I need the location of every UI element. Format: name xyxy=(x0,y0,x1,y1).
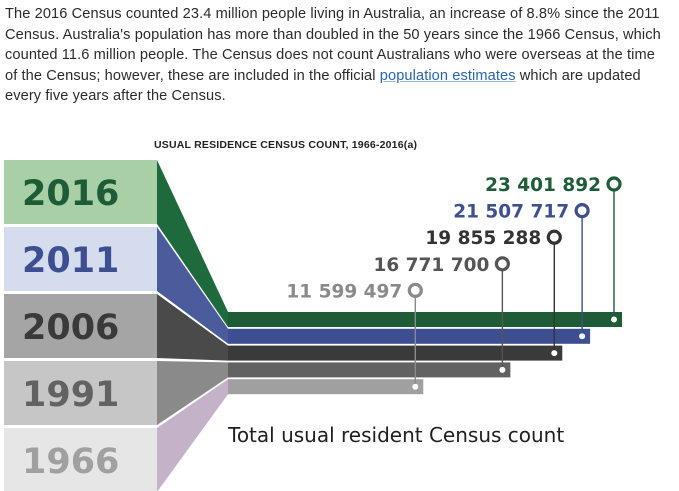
year-tab-2016 xyxy=(4,160,157,224)
year-tab-1991 xyxy=(4,361,157,425)
year-label-1966: 1966 xyxy=(22,442,119,482)
bar-end-dot-1991 xyxy=(499,366,506,373)
year-tab-2006 xyxy=(4,294,157,358)
value-label-1991: 16 771 700 xyxy=(373,255,489,276)
value-label-2006: 19 855 288 xyxy=(425,228,541,249)
year-label-1991: 1991 xyxy=(22,375,119,415)
bar-2011 xyxy=(228,328,591,344)
population-estimates-link[interactable]: population estimates xyxy=(379,67,516,84)
value-label-1966: 11 599 497 xyxy=(286,281,402,302)
bar-end-dot-2016 xyxy=(611,316,617,323)
intro-text-end: which are updated every five years after… xyxy=(5,67,641,105)
marker-ring-2011 xyxy=(574,203,590,219)
wedge-1991 xyxy=(157,361,228,425)
marker-ring-1991 xyxy=(494,256,510,272)
bar-2006 xyxy=(228,345,563,361)
value-label-2011: 21 507 717 xyxy=(453,202,569,223)
bar-end-dot-2011 xyxy=(579,333,586,340)
wedge-2011 xyxy=(157,227,228,344)
intro-text: The 2016 Census counted 23.4 million peo… xyxy=(5,6,661,84)
intro-paragraph: The 2016 Census counted 23.4 million peo… xyxy=(5,4,670,107)
marker-ring-1966 xyxy=(407,282,423,298)
wedge-1966 xyxy=(157,379,228,491)
bar-1966 xyxy=(228,379,424,395)
year-tab-1966 xyxy=(4,428,157,491)
year-label-2011: 2011 xyxy=(22,241,119,281)
year-label-2006: 2006 xyxy=(22,308,119,348)
marker-ring-2006 xyxy=(546,229,562,245)
year-label-2016: 2016 xyxy=(22,174,119,214)
bar-2016 xyxy=(228,312,622,327)
bar-end-dot-2006 xyxy=(551,350,558,357)
value-label-2016: 23 401 892 xyxy=(485,175,601,196)
marker-ring-2016 xyxy=(606,176,622,192)
bar-end-dot-1966 xyxy=(412,383,419,390)
bar-1991 xyxy=(228,362,511,378)
wedge-2006 xyxy=(157,294,228,361)
x-axis-label: Total usual resident Census count xyxy=(227,423,564,447)
year-tab-2011 xyxy=(4,227,157,291)
wedge-2016 xyxy=(157,160,228,327)
chart-title: USUAL RESIDENCE CENSUS COUNT, 1966-2016(… xyxy=(154,139,418,151)
